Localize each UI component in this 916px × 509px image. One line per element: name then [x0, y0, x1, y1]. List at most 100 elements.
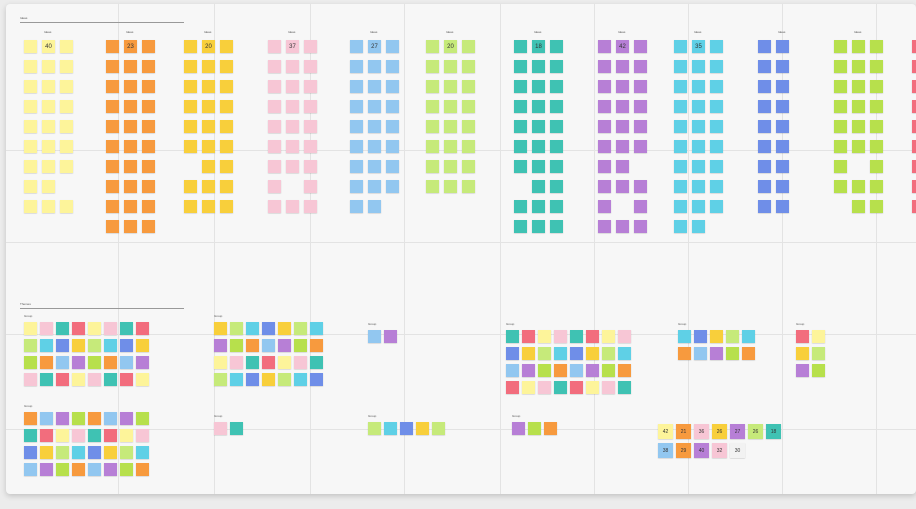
- sticky-note[interactable]: [136, 373, 149, 386]
- sticky-note[interactable]: [40, 463, 53, 476]
- sticky-note[interactable]: [350, 140, 363, 153]
- sticky-note[interactable]: [220, 160, 233, 173]
- sticky-note[interactable]: [550, 180, 563, 193]
- sticky-note[interactable]: [24, 40, 37, 53]
- sticky-note[interactable]: [72, 339, 85, 352]
- sticky-note[interactable]: [834, 80, 847, 93]
- sticky-note[interactable]: [60, 40, 73, 53]
- sticky-note[interactable]: [550, 60, 563, 73]
- sticky-note[interactable]: [350, 180, 363, 193]
- sticky-note[interactable]: [634, 80, 647, 93]
- sticky-note[interactable]: [24, 339, 37, 352]
- sticky-note[interactable]: [136, 446, 149, 459]
- sticky-note[interactable]: [776, 180, 789, 193]
- sticky-note[interactable]: [870, 180, 883, 193]
- sticky-note[interactable]: [538, 364, 551, 377]
- sticky-note[interactable]: [142, 220, 155, 233]
- sticky-note[interactable]: [368, 200, 381, 213]
- sticky-note[interactable]: [618, 364, 631, 377]
- sticky-note[interactable]: [912, 120, 916, 133]
- sticky-note[interactable]: [386, 140, 399, 153]
- sticky-note[interactable]: [674, 120, 687, 133]
- sticky-note[interactable]: [246, 356, 259, 369]
- sticky-note[interactable]: [532, 100, 545, 113]
- sticky-note[interactable]: [776, 140, 789, 153]
- sticky-note[interactable]: [310, 322, 323, 335]
- sticky-note[interactable]: [426, 60, 439, 73]
- sticky-note[interactable]: [444, 100, 457, 113]
- sticky-note[interactable]: [674, 80, 687, 93]
- sticky-note[interactable]: [758, 160, 771, 173]
- sticky-note[interactable]: [852, 80, 865, 93]
- sticky-note[interactable]: [72, 322, 85, 335]
- sticky-note[interactable]: [538, 381, 551, 394]
- sticky-note[interactable]: [598, 100, 611, 113]
- sticky-note[interactable]: 40: [42, 40, 55, 53]
- sticky-note[interactable]: 20: [444, 40, 457, 53]
- sticky-note[interactable]: [40, 373, 53, 386]
- sticky-note[interactable]: [912, 140, 916, 153]
- sticky-note[interactable]: [368, 60, 381, 73]
- sticky-note[interactable]: [602, 347, 615, 360]
- sticky-note[interactable]: [136, 463, 149, 476]
- sticky-note[interactable]: [598, 180, 611, 193]
- sticky-note[interactable]: [616, 100, 629, 113]
- sticky-note[interactable]: [570, 364, 583, 377]
- sticky-note[interactable]: [246, 373, 259, 386]
- sticky-note[interactable]: [870, 160, 883, 173]
- sticky-note[interactable]: [870, 120, 883, 133]
- sticky-note[interactable]: [368, 180, 381, 193]
- sticky-note[interactable]: [262, 356, 275, 369]
- sticky-note[interactable]: [386, 160, 399, 173]
- sticky-note[interactable]: [692, 80, 705, 93]
- sticky-note[interactable]: [678, 347, 691, 360]
- sticky-note[interactable]: [426, 140, 439, 153]
- sticky-note[interactable]: [462, 100, 475, 113]
- sticky-note[interactable]: [758, 80, 771, 93]
- count-sticky[interactable]: 32: [712, 443, 727, 458]
- sticky-note[interactable]: [692, 60, 705, 73]
- sticky-note[interactable]: [60, 140, 73, 153]
- sticky-note[interactable]: [674, 140, 687, 153]
- sticky-note[interactable]: [124, 180, 137, 193]
- sticky-note[interactable]: [304, 100, 317, 113]
- sticky-note[interactable]: [268, 200, 281, 213]
- sticky-note[interactable]: 35: [692, 40, 705, 53]
- sticky-note[interactable]: [444, 60, 457, 73]
- sticky-note[interactable]: [40, 446, 53, 459]
- sticky-note[interactable]: [598, 80, 611, 93]
- sticky-note[interactable]: [124, 100, 137, 113]
- sticky-note[interactable]: [710, 60, 723, 73]
- sticky-note[interactable]: [24, 429, 37, 442]
- sticky-note[interactable]: [386, 60, 399, 73]
- sticky-note[interactable]: [586, 330, 599, 343]
- sticky-note[interactable]: [674, 220, 687, 233]
- sticky-note[interactable]: [514, 140, 527, 153]
- sticky-note[interactable]: [294, 373, 307, 386]
- sticky-note[interactable]: [634, 220, 647, 233]
- sticky-note[interactable]: [214, 356, 227, 369]
- sticky-note[interactable]: [634, 120, 647, 133]
- sticky-note[interactable]: [24, 322, 37, 335]
- sticky-note[interactable]: [444, 160, 457, 173]
- count-sticky[interactable]: 21: [676, 424, 691, 439]
- sticky-note[interactable]: [24, 100, 37, 113]
- sticky-note[interactable]: [286, 100, 299, 113]
- sticky-note[interactable]: [598, 60, 611, 73]
- sticky-note[interactable]: [184, 120, 197, 133]
- sticky-note[interactable]: [230, 322, 243, 335]
- sticky-note[interactable]: [104, 446, 117, 459]
- sticky-note[interactable]: [570, 347, 583, 360]
- sticky-note[interactable]: [42, 60, 55, 73]
- sticky-note[interactable]: [40, 412, 53, 425]
- sticky-note[interactable]: [120, 412, 133, 425]
- sticky-note[interactable]: [426, 180, 439, 193]
- sticky-note[interactable]: [24, 446, 37, 459]
- sticky-note[interactable]: [514, 160, 527, 173]
- sticky-note[interactable]: [120, 322, 133, 335]
- sticky-note[interactable]: [120, 356, 133, 369]
- sticky-note[interactable]: [304, 200, 317, 213]
- sticky-note[interactable]: [758, 180, 771, 193]
- sticky-note[interactable]: [120, 373, 133, 386]
- sticky-note[interactable]: [694, 330, 707, 343]
